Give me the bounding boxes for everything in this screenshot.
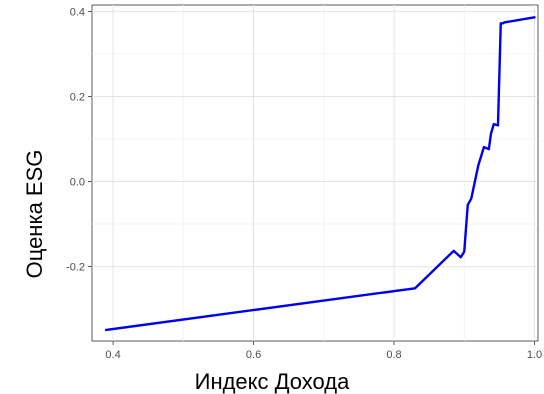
y-tick-label: 0.0 — [70, 177, 85, 189]
y-axis: -0.2 0.0 0.2 0.4 — [66, 6, 92, 274]
plot-panel — [91, 4, 539, 342]
y-tick-label: -0.2 — [66, 262, 85, 274]
y-tick-label: 0.4 — [70, 6, 85, 18]
x-axis-title: Индекс Дохода — [195, 369, 350, 394]
y-axis-title: Оценка ESG — [22, 150, 47, 279]
x-tick-label: 0.6 — [246, 349, 261, 361]
major-gridlines — [92, 5, 538, 341]
series-line — [104, 16, 536, 332]
x-tick-label: 0.4 — [105, 349, 120, 361]
x-axis: 0.4 0.6 0.8 1.0 — [105, 341, 542, 361]
series-layer — [104, 16, 536, 332]
y-tick-label: 0.2 — [70, 91, 85, 103]
x-tick-label: 1.0 — [527, 349, 542, 361]
x-tick-label: 0.8 — [386, 349, 401, 361]
minor-gridlines — [92, 5, 538, 341]
